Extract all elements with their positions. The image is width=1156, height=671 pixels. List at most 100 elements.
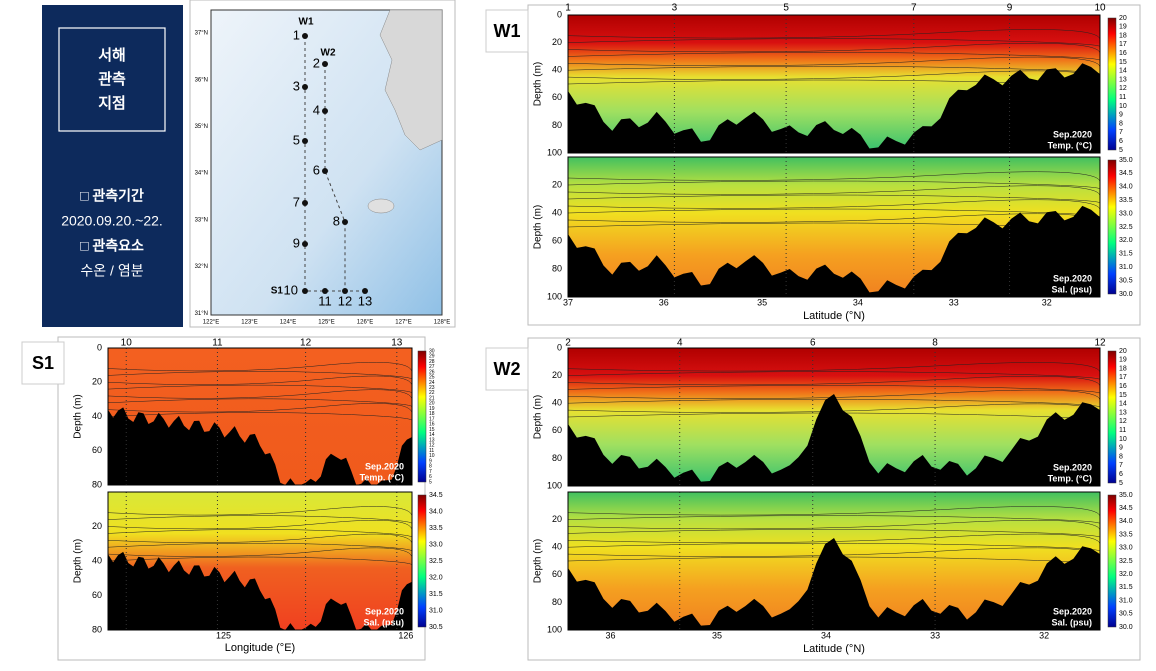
y-tick-label: 20 bbox=[92, 377, 102, 387]
contour bbox=[567, 403, 1101, 415]
y-tick-label: 80 bbox=[552, 453, 562, 463]
colorbar-tick: 32.5 bbox=[1119, 558, 1133, 565]
colorbar bbox=[1107, 17, 1117, 151]
y-tick-label: 100 bbox=[547, 480, 562, 490]
colorbar-tick: 34.0 bbox=[1119, 184, 1133, 191]
colorbar-tick: 33.5 bbox=[1119, 531, 1133, 538]
contour bbox=[107, 362, 413, 373]
colorbar-tick: 19 bbox=[429, 406, 435, 412]
station-dot bbox=[322, 168, 328, 174]
colorbar-tick: 13 bbox=[1119, 76, 1127, 83]
colorbar-tick: 26 bbox=[429, 369, 435, 375]
station-dot bbox=[302, 241, 308, 247]
y-tick-label: 80 bbox=[552, 597, 562, 607]
x-tick-label: 33 bbox=[930, 630, 940, 640]
plot-frame bbox=[567, 156, 1101, 298]
x-tick-label: 34 bbox=[821, 630, 831, 640]
station-number: 10 bbox=[1094, 3, 1106, 14]
y-tick-label: 20 bbox=[92, 521, 102, 531]
colorbar-tick: 10 bbox=[429, 453, 435, 459]
station-dot bbox=[302, 200, 308, 206]
colorbar-tick: 11 bbox=[1119, 427, 1126, 434]
y-tick-label: 60 bbox=[552, 92, 562, 102]
plot-date: Sep.2020 bbox=[1053, 462, 1092, 472]
colorbar bbox=[1107, 494, 1117, 628]
info-title: 관측 bbox=[98, 71, 126, 88]
contour bbox=[567, 185, 1101, 197]
colorbar-tick: 7 bbox=[1119, 129, 1123, 136]
colorbar-tick: 13 bbox=[429, 437, 435, 443]
x-tick-label: 32 bbox=[1042, 297, 1052, 307]
contour bbox=[567, 506, 1101, 517]
contour bbox=[567, 376, 1101, 387]
lat-label: 31°N bbox=[195, 311, 208, 317]
contour bbox=[107, 542, 413, 552]
colorbar-tick: 29 bbox=[429, 354, 435, 360]
x-axis-title: Longitude (°E) bbox=[225, 642, 295, 654]
contour bbox=[107, 403, 413, 414]
station-label: 1 bbox=[293, 27, 300, 42]
x-tick-label: 32 bbox=[1039, 630, 1049, 640]
contour bbox=[567, 52, 1101, 61]
colorbar-tick: 33.5 bbox=[1119, 197, 1133, 204]
x-axis-title: Latitude (°N) bbox=[803, 310, 865, 322]
station-label: W2 bbox=[321, 48, 336, 59]
colorbar-tick: 30.5 bbox=[1119, 277, 1133, 284]
colorbar-tick: 32.0 bbox=[429, 574, 443, 581]
plot-variable: Temp. (°C) bbox=[1048, 140, 1092, 150]
colorbar-tick: 32.5 bbox=[429, 558, 443, 565]
colorbar-tick: 12 bbox=[1119, 85, 1127, 92]
colorbar-tick: 9 bbox=[1119, 112, 1123, 119]
y-tick-label: 60 bbox=[92, 445, 102, 455]
contour bbox=[567, 29, 1101, 40]
panel-label-box bbox=[485, 347, 529, 391]
colorbar-tick: 30.5 bbox=[1119, 611, 1133, 618]
y-tick-label: 60 bbox=[552, 235, 562, 245]
colorbar-tick: 17 bbox=[429, 416, 435, 422]
colorbar-tick: 18 bbox=[1119, 365, 1127, 372]
colorbar-tick: 6 bbox=[429, 474, 432, 480]
y-tick-label: 80 bbox=[552, 120, 562, 130]
station-number: 3 bbox=[672, 3, 678, 14]
y-tick-label: 60 bbox=[552, 425, 562, 435]
contour bbox=[567, 194, 1101, 204]
station-dot bbox=[302, 288, 308, 294]
station-label: 2 bbox=[313, 55, 320, 70]
land bbox=[379, 9, 443, 151]
colorbar-tick: 16 bbox=[1119, 50, 1127, 57]
colorbar-tick: 31.0 bbox=[1119, 264, 1133, 271]
colorbar bbox=[417, 494, 427, 628]
contour bbox=[107, 389, 413, 400]
colorbar-tick: 34.5 bbox=[1119, 505, 1133, 512]
colorbar-tick: 10 bbox=[1119, 103, 1127, 110]
station-number: 5 bbox=[783, 3, 789, 14]
colorbar-tick: 8 bbox=[1119, 453, 1123, 460]
colorbar-tick: 14 bbox=[1119, 401, 1127, 408]
colorbar-tick: 30 bbox=[429, 348, 435, 354]
y-tick-label: 0 bbox=[557, 9, 562, 19]
panel-label: W2 bbox=[494, 359, 521, 379]
colorbar-tick: 9 bbox=[1119, 445, 1123, 452]
y-tick-label: 60 bbox=[92, 590, 102, 600]
colorbar-tick: 21 bbox=[429, 395, 435, 401]
x-axis-title: Latitude (°N) bbox=[803, 643, 865, 655]
contour bbox=[567, 529, 1101, 538]
colorbar-tick: 15 bbox=[1119, 392, 1127, 399]
colorbar-tick: 16 bbox=[1119, 383, 1127, 390]
colorbar-tick: 31.0 bbox=[1119, 597, 1133, 604]
contour bbox=[107, 384, 413, 394]
plot-variable: Temp. (°C) bbox=[360, 472, 404, 482]
colorbar-tick: 34.0 bbox=[1119, 518, 1133, 525]
plot-date: Sep.2020 bbox=[365, 461, 404, 471]
colorbar-tick: 5 bbox=[429, 479, 432, 485]
colorbar-tick: 22 bbox=[429, 390, 435, 396]
x-tick-label: 34 bbox=[853, 297, 863, 307]
y-axis-title: Depth (m) bbox=[533, 62, 544, 106]
info-item: 2020.09.20.~22. bbox=[61, 213, 163, 229]
colorbar-tick: 17 bbox=[1119, 374, 1127, 381]
colorbar-tick: 31.0 bbox=[429, 607, 443, 614]
colorbar-tick: 18 bbox=[1119, 32, 1127, 39]
panel-label: S1 bbox=[32, 353, 54, 373]
station-label: 9 bbox=[293, 235, 300, 250]
contour bbox=[107, 412, 413, 421]
